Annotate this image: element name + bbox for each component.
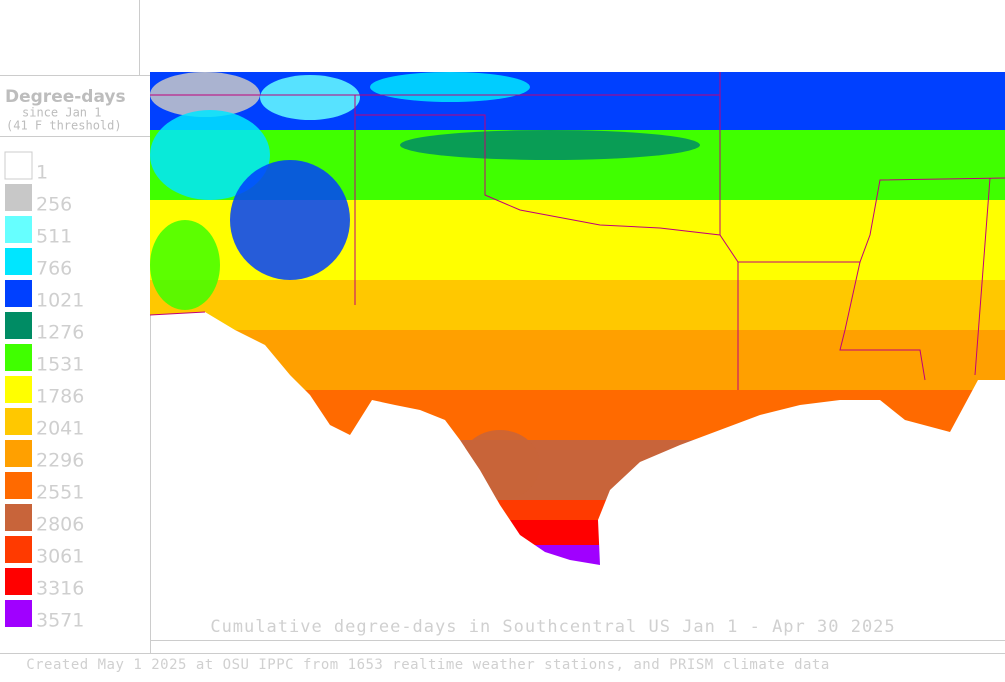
- map-band: [150, 440, 1005, 500]
- legend-label: 1021: [36, 290, 84, 312]
- legend-label: 511: [36, 226, 72, 248]
- legend-swatch: [5, 216, 32, 243]
- state-borders: [149, 72, 1005, 390]
- legend-label: 2806: [36, 514, 84, 536]
- map-band: [150, 500, 1005, 520]
- legend-label: 1531: [36, 354, 84, 376]
- map-band: [150, 520, 1005, 545]
- legend-label: 256: [36, 194, 72, 216]
- legend-swatch: [5, 344, 32, 371]
- legend-label: 3316: [36, 578, 84, 600]
- border: [149, 311, 206, 316]
- legend-swatch: [4, 151, 33, 180]
- legend-swatch: [5, 472, 32, 499]
- legend-swatch: [5, 376, 32, 403]
- legend-swatch: [5, 600, 32, 627]
- legend-swatch: [5, 408, 32, 435]
- legend-swatch: [5, 504, 32, 531]
- footer: Created May 1 2025 at OSU IPPC from 1653…: [26, 657, 830, 673]
- map-patch: [260, 75, 360, 120]
- border: [839, 261, 926, 381]
- legend-swatch: [5, 184, 32, 211]
- legend-swatch: [5, 440, 32, 467]
- legend-swatch: [5, 536, 32, 563]
- legend-label: 2041: [36, 418, 84, 440]
- legend-label: 766: [36, 258, 72, 280]
- legend-note: (41 F threshold): [6, 119, 122, 133]
- map: [150, 72, 1005, 565]
- map-patch: [150, 110, 270, 200]
- map-patch: [400, 130, 700, 160]
- legend-title: Degree-days: [5, 87, 126, 107]
- map-patch: [370, 72, 530, 102]
- legend-swatch: [5, 280, 32, 307]
- map-patch: [460, 430, 540, 500]
- legend: 1 256 511 766 1021 1276 1531 1786 2041 2296 2551 28…: [4, 151, 84, 632]
- border: [738, 177, 1005, 263]
- map-band: [150, 390, 1005, 440]
- legend-label: 3061: [36, 546, 84, 568]
- map-band: [150, 330, 1005, 390]
- legend-swatch: [5, 568, 32, 595]
- map-patch: [230, 160, 350, 280]
- border: [355, 114, 739, 390]
- legend-label: 2296: [36, 450, 84, 472]
- legend-label: 3571: [36, 610, 84, 632]
- legend-subtitle: since Jan 1: [22, 106, 101, 120]
- legend-swatch: [5, 312, 32, 339]
- border: [974, 177, 991, 376]
- legend-label: 1276: [36, 322, 84, 344]
- map-patch: [150, 220, 220, 310]
- map-title: Cumulative degree-days in Southcentral U…: [210, 617, 895, 637]
- map-band: [150, 545, 1005, 565]
- legend-swatch: [5, 248, 32, 275]
- legend-label: 2551: [36, 482, 84, 504]
- legend-label: 1786: [36, 386, 84, 408]
- legend-label: 1: [36, 162, 48, 184]
- map-band: [150, 280, 1005, 330]
